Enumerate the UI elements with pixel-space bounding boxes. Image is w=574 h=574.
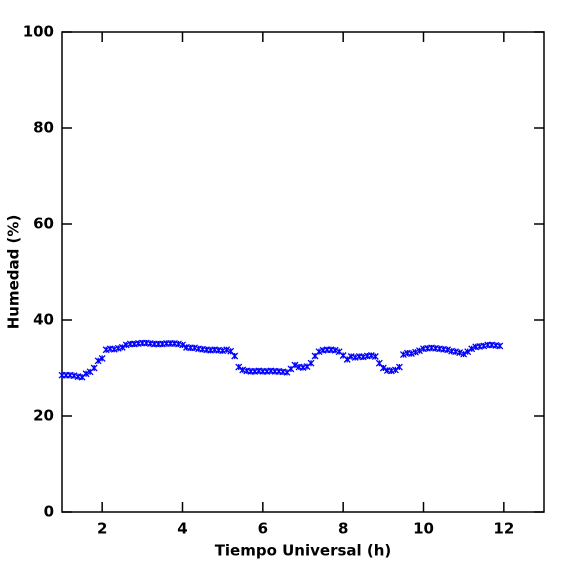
point <box>496 342 504 350</box>
x-tick-label: 2 <box>97 520 107 538</box>
y-tick-label: 0 <box>44 503 54 521</box>
point <box>367 352 375 359</box>
y-tick-label: 80 <box>33 119 54 137</box>
point <box>387 367 395 375</box>
x-tick-label: 12 <box>493 520 514 538</box>
point <box>223 346 231 354</box>
point <box>407 350 415 358</box>
point <box>307 359 315 367</box>
point <box>231 352 239 360</box>
point <box>359 353 367 361</box>
x-tick-label: 8 <box>338 520 348 538</box>
point <box>444 346 452 354</box>
point <box>399 351 407 359</box>
point <box>412 348 419 356</box>
point <box>239 366 247 374</box>
point <box>98 354 106 362</box>
point <box>395 363 403 371</box>
y-axis-title: Humedad (%) <box>5 215 23 330</box>
point <box>114 344 122 352</box>
point <box>82 370 90 378</box>
y-tick-label: 20 <box>33 407 54 425</box>
point <box>175 340 182 348</box>
point <box>379 364 387 372</box>
x-tick-label: 10 <box>413 520 434 538</box>
y-tick-label: 60 <box>33 215 54 233</box>
point <box>299 364 307 371</box>
point <box>351 353 359 361</box>
point <box>235 363 243 371</box>
point <box>371 353 379 360</box>
point <box>460 350 468 358</box>
x-tick-label: 6 <box>258 520 268 538</box>
point <box>94 357 102 365</box>
point <box>102 346 110 354</box>
point <box>219 347 227 355</box>
point <box>391 366 399 374</box>
plot-frame <box>61 31 545 513</box>
point <box>179 341 186 349</box>
point <box>464 348 472 356</box>
point <box>122 341 130 349</box>
point <box>416 347 423 355</box>
point <box>331 346 339 354</box>
point <box>110 345 118 353</box>
point <box>480 342 488 350</box>
point <box>118 343 126 351</box>
point <box>191 344 199 352</box>
point <box>343 355 351 363</box>
point <box>90 364 98 372</box>
x-axis-title: Tiempo Universal (h) <box>215 542 392 560</box>
point <box>347 353 355 360</box>
y-tick-label: 100 <box>23 23 54 41</box>
point <box>452 348 460 356</box>
point <box>291 361 299 369</box>
y-tick-label: 40 <box>33 311 54 329</box>
point <box>315 348 323 356</box>
point <box>468 345 476 353</box>
point <box>70 372 78 380</box>
x-tick-label: 4 <box>177 520 187 538</box>
point <box>456 349 464 357</box>
